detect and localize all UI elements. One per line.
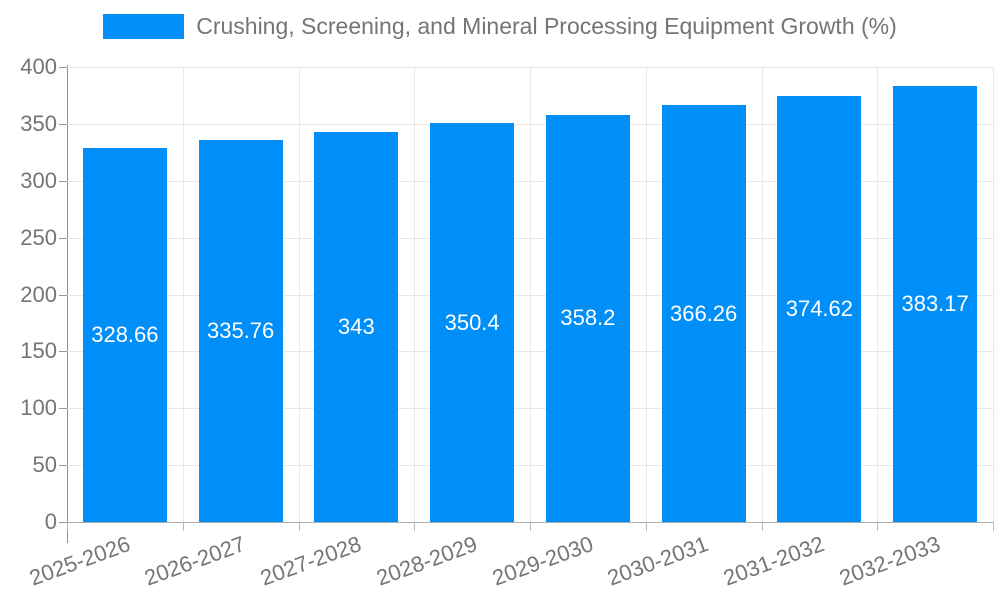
y-tick <box>59 351 67 353</box>
bar-value-label: 358.2 <box>560 305 616 331</box>
y-tick <box>59 294 67 296</box>
plot-area: 328.66 335.76 343 350.4 358.2 366.26 374.62 383… <box>67 67 994 522</box>
x-tick <box>414 522 416 531</box>
v-gridline <box>298 67 300 522</box>
x-tick-label: 2025-2026 <box>25 531 134 591</box>
x-tick-label: 2027-2028 <box>257 531 365 591</box>
x-tick <box>993 522 994 531</box>
bar-2027-2028: 343 <box>314 131 399 522</box>
x-tick-label: 2031-2032 <box>720 531 828 591</box>
v-gridline <box>414 67 416 522</box>
y-tick <box>59 408 67 410</box>
x-tick <box>645 522 647 531</box>
v-gridline <box>645 67 647 522</box>
x-tick <box>298 522 300 531</box>
y-tick-label: 0 <box>44 509 57 534</box>
y-tick <box>59 237 67 239</box>
y-tick-label: 50 <box>32 452 57 478</box>
y-tick-label: 200 <box>20 281 57 307</box>
x-tick-label: 2029-2030 <box>488 531 597 591</box>
v-gridline <box>530 67 531 522</box>
v-gridline <box>877 67 879 522</box>
x-tick <box>182 522 184 531</box>
v-gridline <box>182 67 184 522</box>
y-tick-label: 400 <box>20 54 57 79</box>
bar-value-label: 350.4 <box>444 309 500 335</box>
y-axis-line <box>67 65 68 543</box>
y-tick <box>59 67 67 68</box>
bar-2026-2027: 335.76 <box>198 140 283 522</box>
x-tick-label: 2028-2029 <box>372 531 481 591</box>
y-tick-label: 150 <box>20 338 57 364</box>
v-gridline <box>761 67 763 522</box>
chart-legend[interactable]: Crushing, Screening, and Mineral Process… <box>0 13 1000 40</box>
bar-2028-2029: 350.4 <box>430 123 515 522</box>
x-tick-label: 2026-2027 <box>141 531 249 591</box>
x-tick-label: 2030-2031 <box>604 531 712 591</box>
bar-value-label: 343 <box>338 313 375 339</box>
bar-value-label: 383.17 <box>901 291 969 317</box>
y-tick <box>59 522 67 523</box>
legend-label: Crushing, Screening, and Mineral Process… <box>196 13 897 39</box>
y-tick <box>59 123 67 125</box>
bar-2030-2031: 366.26 <box>661 105 746 522</box>
bar-2031-2032: 374.62 <box>777 95 862 522</box>
bar-value-label: 328.66 <box>91 322 159 348</box>
y-tick-label: 100 <box>20 395 57 421</box>
x-tick-label: 2032-2033 <box>835 531 944 591</box>
bar-value-label: 366.26 <box>669 300 738 326</box>
y-tick-label: 350 <box>20 110 57 136</box>
x-tick <box>67 522 68 531</box>
y-tick-label: 250 <box>20 224 57 250</box>
bar-value-label: 335.76 <box>206 318 275 344</box>
x-tick <box>877 522 879 531</box>
bar-2025-2026: 328.66 <box>82 148 167 522</box>
x-tick <box>761 522 763 531</box>
x-tick <box>530 522 531 531</box>
bar-2029-2030: 358.2 <box>545 114 630 522</box>
y-tick <box>59 180 67 182</box>
bar-2032-2033: 383.17 <box>893 86 978 522</box>
y-tick <box>59 465 67 467</box>
v-gridline <box>993 67 994 522</box>
legend-swatch <box>103 14 185 39</box>
y-tick-label: 300 <box>20 167 57 193</box>
bar-value-label: 374.62 <box>785 295 854 321</box>
